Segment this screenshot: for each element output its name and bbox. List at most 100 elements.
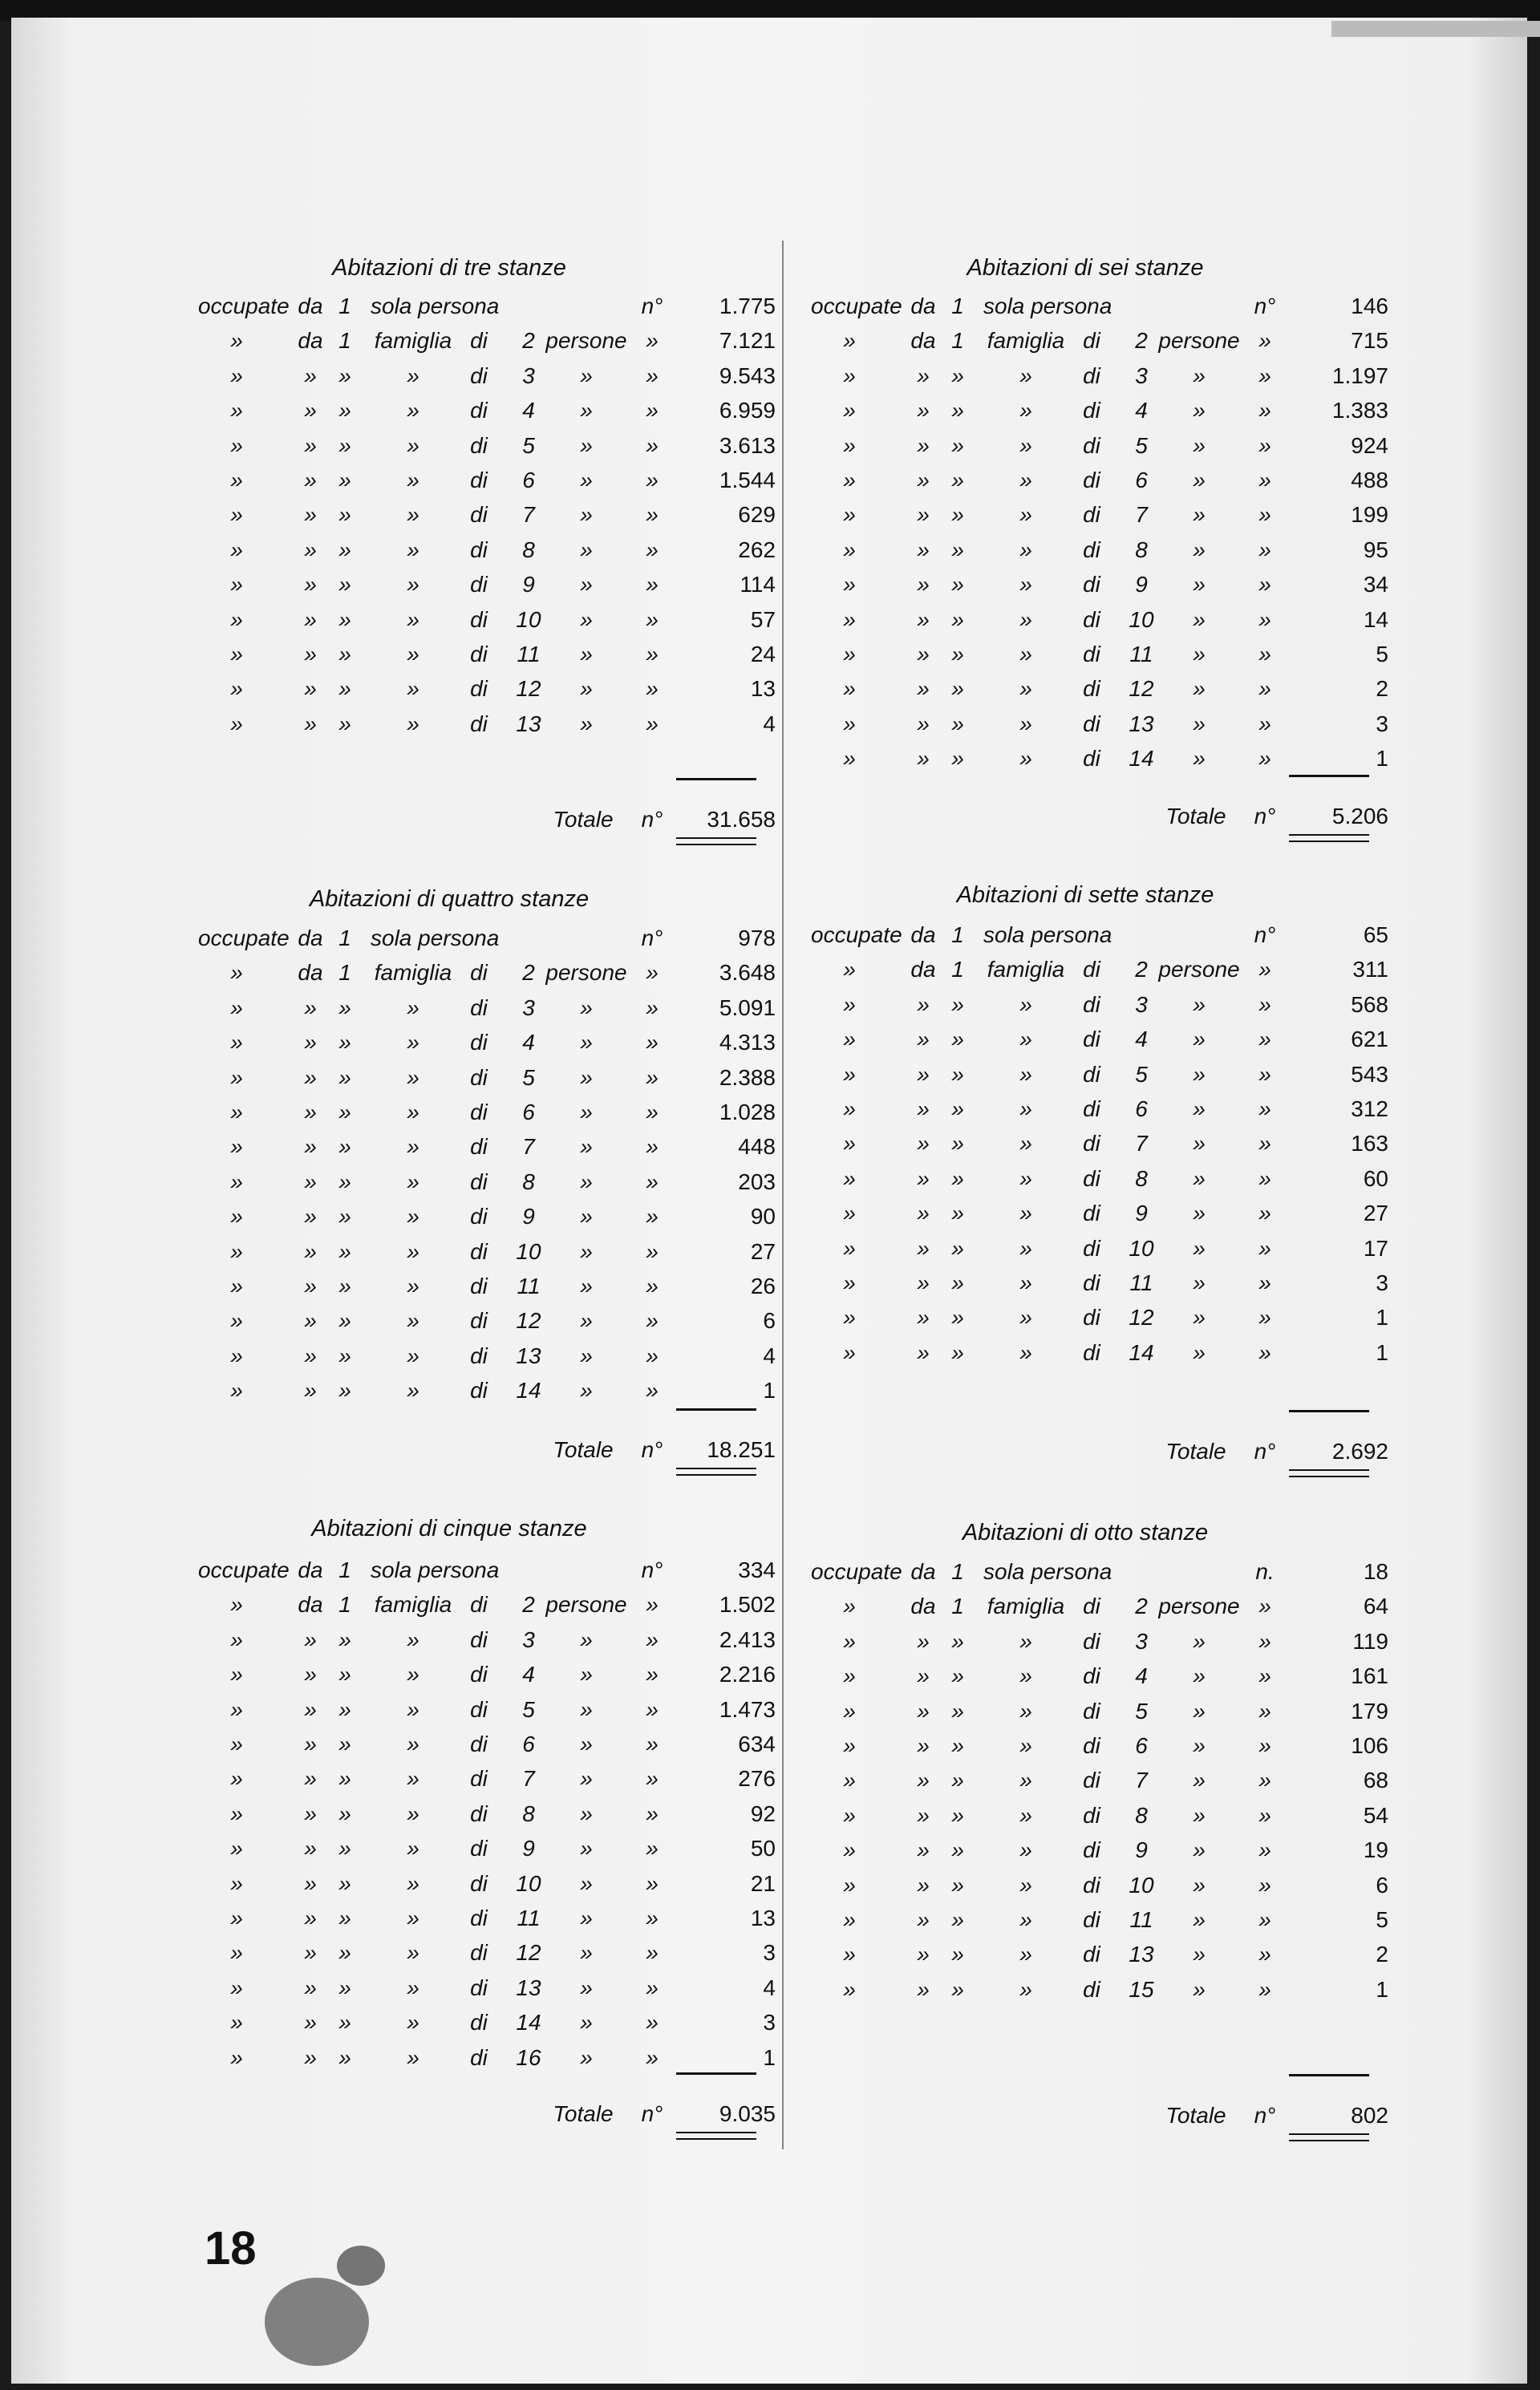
row-cell: 4: [1135, 398, 1148, 423]
row-cell: di: [1083, 1201, 1100, 1226]
row-cell: »: [917, 642, 930, 666]
table-row: » » » » di 13 » » 3: [811, 710, 1388, 742]
row-cell: »: [1193, 711, 1206, 736]
row-cell: 1: [338, 294, 351, 318]
row-cell: »: [646, 1592, 659, 1618]
row-cell: »: [304, 1274, 317, 1298]
row-cell: »: [917, 1907, 930, 1932]
row-cell: »: [1019, 676, 1032, 702]
row-cell: »: [230, 1169, 243, 1194]
row-cell: »: [304, 1870, 317, 1896]
row-cell: 6: [522, 468, 535, 492]
row-cell: »: [338, 502, 351, 528]
row-value: 4: [763, 1975, 776, 2000]
row-cell: »: [304, 432, 317, 458]
row-value: 95: [1363, 537, 1388, 562]
row-cell: 5: [1135, 432, 1148, 458]
total-row: Totale n° 18.251: [198, 1436, 776, 1468]
row-cell: »: [230, 1378, 243, 1404]
row-cell: »: [304, 2044, 317, 2070]
row-cell: 13: [1129, 711, 1154, 736]
row-cell: di: [1083, 711, 1100, 736]
row-cell: »: [646, 1696, 659, 1722]
row-cell: 6: [1135, 1096, 1148, 1121]
row-cell: »: [1193, 1027, 1206, 1052]
row-cell: »: [580, 1064, 593, 1090]
row-cell: »: [1258, 572, 1271, 598]
row-cell: »: [1193, 398, 1206, 423]
row-cell: di: [470, 2044, 488, 2070]
row-cell: »: [843, 1628, 856, 1654]
row-cell: »: [304, 1836, 317, 1861]
row-cell: »: [1258, 1628, 1271, 1654]
row-cell: »: [1258, 1802, 1271, 1828]
table-row: » » » » di 6 » » 106: [811, 1732, 1388, 1764]
row-cell: »: [230, 994, 243, 1020]
table-row: » » » » di 11 » » 26: [198, 1272, 776, 1304]
row-cell: famiglia: [987, 328, 1065, 354]
row-cell: »: [1193, 1305, 1206, 1331]
table-row: » » » » di 7 » » 448: [198, 1132, 776, 1165]
row-cell: »: [1258, 398, 1271, 423]
row-cell: »: [1019, 1663, 1032, 1689]
row-cell: sola persona: [983, 294, 1112, 318]
row-cell: da: [298, 1592, 323, 1618]
row-cell: »: [1193, 1802, 1206, 1828]
total-double-rule: [676, 837, 756, 839]
row-cell: »: [304, 1732, 317, 1756]
row-cell: 10: [1129, 1872, 1154, 1898]
table-row: » » » » di 12 » » 2: [811, 674, 1388, 707]
total-label: Totale: [553, 2101, 614, 2126]
row-cell: »: [1258, 991, 1271, 1017]
row-cell: di: [470, 1940, 488, 1966]
row-cell: »: [230, 468, 243, 492]
row-cell: di: [1083, 1061, 1100, 1087]
row-value: 1.502: [719, 1592, 776, 1618]
row-cell: »: [843, 1733, 856, 1758]
table-row: » » » » di 15 » » 1: [811, 1975, 1388, 2007]
row-cell: »: [1193, 1733, 1206, 1758]
table-row: » » » » di 8 » » 54: [811, 1801, 1388, 1833]
row-cell: »: [1019, 1131, 1032, 1157]
row-cell: di: [470, 1975, 488, 2000]
row-cell: »: [230, 1308, 243, 1334]
row-cell: »: [646, 994, 659, 1020]
row-cell: di: [470, 1662, 488, 1687]
row-cell: »: [304, 711, 317, 736]
row-value: 568: [1351, 991, 1388, 1017]
row-value: 621: [1351, 1027, 1388, 1052]
row-cell: »: [1258, 957, 1271, 982]
row-value: 114: [740, 572, 776, 598]
row-cell: »: [1019, 991, 1032, 1017]
row-cell: di: [1083, 1768, 1100, 1793]
row-cell: »: [580, 676, 593, 702]
row-value: 311: [1352, 957, 1388, 982]
row-cell: »: [843, 537, 856, 562]
row-cell: »: [230, 642, 243, 666]
row-cell: 13: [516, 711, 541, 736]
row-cell: »: [646, 1626, 659, 1652]
row-cell: »: [646, 468, 659, 492]
table-row: » » » » di 8 » » 92: [198, 1800, 776, 1832]
row-cell: 4: [522, 1662, 535, 1687]
table-row: » » » » di 6 » » 1.028: [198, 1098, 776, 1130]
row-cell: »: [917, 1096, 930, 1121]
row-cell: »: [1193, 1061, 1206, 1087]
row-cell: »: [843, 1942, 856, 1967]
row-value: 629: [738, 502, 776, 528]
row-cell: »: [951, 537, 964, 562]
table-row: » » » » di 10 » » 17: [811, 1234, 1388, 1266]
row-cell: »: [646, 606, 659, 632]
row-cell: di: [470, 398, 488, 423]
row-cell: da: [298, 926, 323, 950]
row-cell: »: [230, 1238, 243, 1264]
section-title: Abitazioni di tre stanze: [332, 255, 566, 281]
row-cell: »: [338, 1308, 351, 1334]
total-value: 18.251: [707, 1437, 776, 1462]
table-row: » » » » di 14 » » 3: [198, 2008, 776, 2040]
row-value: 3: [763, 2010, 776, 2036]
section-title: Abitazioni di sei stanze: [967, 255, 1204, 281]
row-cell: »: [338, 468, 351, 492]
row-value: 924: [1351, 432, 1388, 458]
row-cell: »: [917, 1802, 930, 1828]
